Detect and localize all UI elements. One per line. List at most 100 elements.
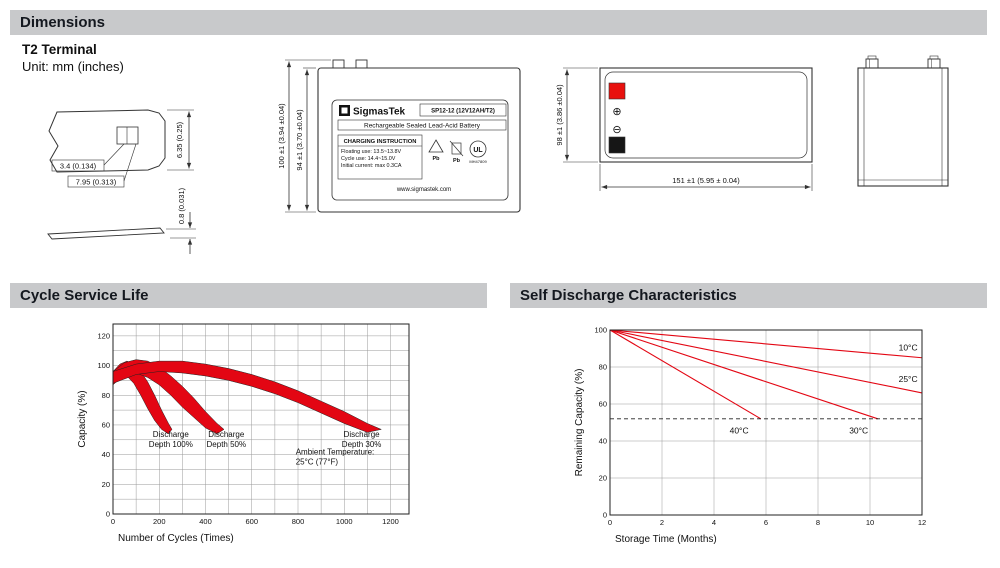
y-tick-label: 100 — [594, 326, 607, 335]
side-terminal-cap — [929, 55, 939, 60]
plot-border — [112, 323, 410, 515]
x-tick-label: 8 — [816, 518, 820, 527]
annotation: Discharge — [344, 430, 381, 439]
unit-note: Unit: mm (inches) — [22, 59, 124, 74]
trash-bin-icon — [451, 142, 462, 155]
leader-line — [103, 143, 125, 166]
x-tick-label: 400 — [199, 517, 212, 526]
y-tick-label: 60 — [599, 400, 607, 409]
x-tick-label: 2 — [660, 518, 664, 527]
minus-terminal-symbol: ⊖ — [612, 124, 621, 136]
section-title-self-discharge: Self Discharge Characteristics — [520, 287, 737, 304]
battery-front-view: SigmasTek SP12-12 (12V12AH/T2) Rechargea… — [277, 59, 521, 213]
plus-terminal-symbol: ⊕ — [612, 106, 621, 118]
band-discharge-depth-30 — [112, 360, 383, 433]
x-tick-label: 10 — [866, 518, 874, 527]
series-line — [609, 329, 762, 420]
y-tick-label: 0 — [106, 510, 110, 519]
sigmastek-logo-inner — [341, 107, 348, 114]
y-tick-label: 80 — [102, 391, 110, 400]
series-label: 10°C — [899, 342, 918, 352]
plot-border — [609, 329, 923, 516]
terminal-tab-width-dim: 7.95 (0.313) — [76, 178, 117, 187]
section-title-cycle-service-life: Cycle Service Life — [20, 287, 149, 304]
x-tick-label: 800 — [292, 517, 305, 526]
x-tick-label: 6 — [764, 518, 768, 527]
ul-mark-icon — [469, 140, 487, 158]
charging-title: CHARGING INSTRUCTION — [344, 139, 417, 145]
top-view-width-dim: 151 ±1 (5.95 ± 0.04) — [672, 176, 740, 185]
front-height-total-dim: 100 ±1 (3.94 ±0.04) — [277, 103, 286, 169]
terminal-profile-shape — [48, 109, 166, 173]
y-tick-label: 40 — [102, 450, 110, 459]
battery-top-view: ⊕ ⊖ 98 ±1 (3.86 ±0.04) 151 ±1 (5.95 ± 0.… — [555, 67, 813, 191]
annotation: 25°C (77°F) — [296, 458, 339, 467]
brand-name: SigmasTek — [353, 107, 405, 118]
y-tick-label: 20 — [102, 480, 110, 489]
battery-body-outline — [317, 67, 521, 213]
annotation: Ambient Temperature: — [296, 448, 375, 457]
charging-line-1: Floating use: 13.5~13.8V — [341, 149, 401, 155]
terminal-thickness-shape — [47, 227, 165, 240]
ul-code: MH47809 — [469, 159, 487, 164]
side-view-outline — [857, 67, 949, 187]
ul-mark-text: UL — [473, 147, 483, 154]
model-number: SP12-12 (12V12AH/T2) — [431, 109, 495, 115]
top-view-inner-outline — [604, 71, 808, 159]
model-box — [419, 103, 507, 117]
front-height-body-dim: 94 ±1 (3.70 ±0.04) — [295, 109, 304, 171]
series-line — [609, 329, 878, 420]
terminal-slot-width-dim: 3.4 (0.134) — [60, 162, 97, 171]
front-terminal-tab — [355, 59, 368, 69]
terminal-height-dim: 6.35 (0.25) — [175, 121, 184, 158]
top-view-outline — [599, 67, 813, 163]
website: www.sigmastek.com — [396, 187, 451, 193]
charging-line-2: Cycle use: 14.4~15.0V — [341, 156, 396, 162]
annotation: Depth 100% — [149, 440, 193, 449]
x-tick-label: 200 — [153, 517, 166, 526]
side-terminal-cap — [867, 55, 877, 60]
y-tick-label: 80 — [599, 363, 607, 372]
x-tick-label: 0 — [111, 517, 115, 526]
trash-bin-cross — [449, 140, 464, 157]
charging-line-3: Initial current: max 0.3CA — [341, 163, 402, 169]
annotation: Depth 50% — [207, 440, 247, 449]
series-line — [609, 329, 923, 359]
self-discharge-chart: 10°C 25°C 30°C 40°C 0 2 4 6 8 10 12 0 20 40 60 80 100 Sto… — [574, 326, 926, 546]
y-tick-label: 40 — [599, 437, 607, 446]
annotation: Discharge — [153, 430, 190, 439]
side-terminal-tab — [865, 58, 879, 69]
positive-terminal — [608, 82, 626, 100]
dim-label-box — [51, 159, 105, 172]
battery-type-line: Rechargeable Sealed Lead-Acid Battery — [364, 123, 481, 130]
series-line — [609, 329, 923, 394]
x-tick-label: 600 — [245, 517, 258, 526]
x-axis-label: Storage Time (Months) — [615, 534, 717, 545]
top-view-height-dim: 98 ±1 (3.86 ±0.04) — [555, 84, 564, 146]
x-tick-label: 4 — [712, 518, 716, 527]
terminal-type-heading: T2 Terminal — [22, 42, 97, 57]
side-terminal-tab — [927, 58, 941, 69]
series-label: 30°C — [849, 426, 868, 436]
battery-label-outline — [331, 99, 509, 201]
series-label: 40°C — [730, 426, 749, 436]
recycle-icon — [428, 139, 444, 153]
series-label: 25°C — [899, 374, 918, 384]
dim-label-box — [67, 175, 125, 188]
y-tick-label: 100 — [97, 361, 110, 370]
y-axis-label: Capacity (%) — [77, 390, 88, 447]
leader-line — [123, 143, 137, 182]
terminal-thickness-dim: 0.8 (0.031) — [177, 187, 186, 224]
terminal-detail-drawing: 6.35 (0.25) 3.4 (0.134) 7.95 (0.313) 0.8… — [47, 109, 196, 254]
y-tick-label: 120 — [97, 331, 110, 340]
x-axis-label: Number of Cycles (Times) — [118, 533, 234, 544]
annotation: Depth 30% — [342, 440, 382, 449]
x-tick-label: 1000 — [336, 517, 353, 526]
section-title-dimensions: Dimensions — [20, 14, 106, 31]
section-header-self-discharge: Self Discharge Characteristics — [510, 283, 987, 308]
x-tick-label: 12 — [918, 518, 926, 527]
section-header-dimensions: Dimensions — [10, 10, 987, 35]
terminal-slot — [116, 126, 139, 145]
section-header-cycle-service-life: Cycle Service Life — [10, 283, 487, 308]
